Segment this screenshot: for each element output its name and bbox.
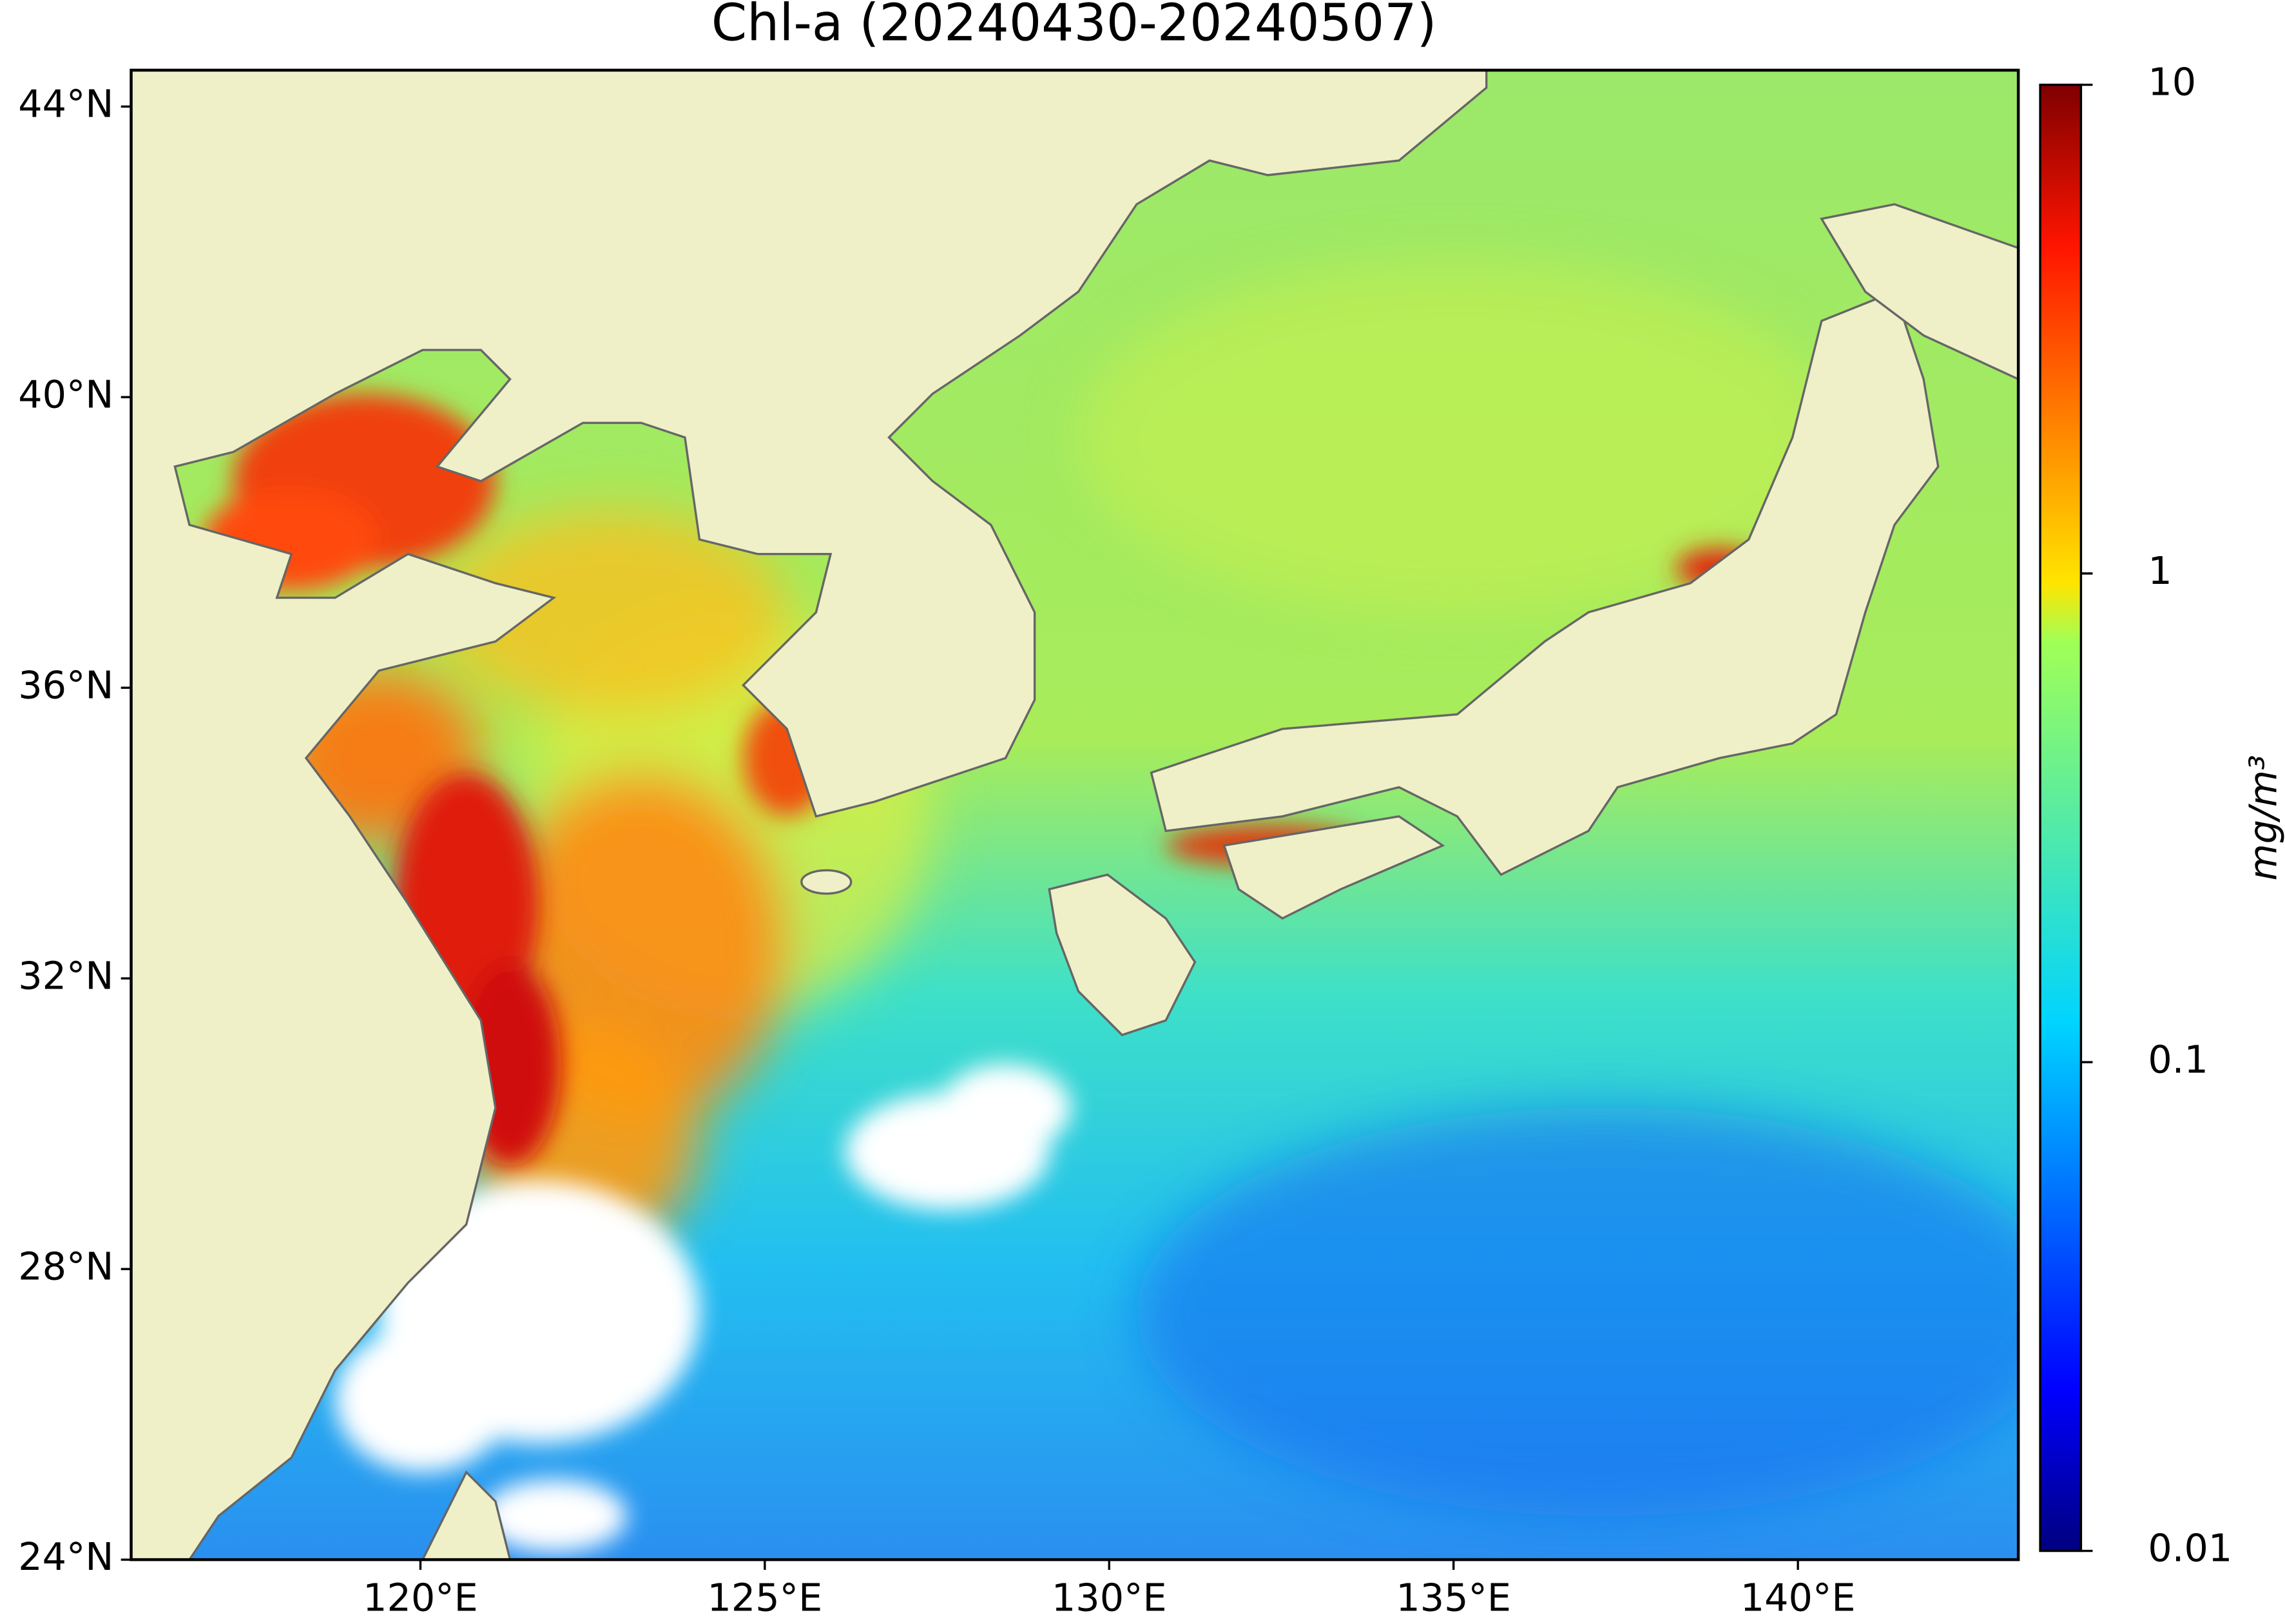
y-tick-label: 40°N (18, 372, 113, 416)
colorbar-tick-label: 1 (2148, 548, 2172, 593)
x-tick-label: 140°E (1740, 1576, 1856, 1620)
chart-title: Chl-a (20240430-20240507) (711, 0, 1437, 53)
map (131, 70, 2019, 1560)
colorbar-tick-label: 0.01 (2148, 1526, 2232, 1571)
x-tick-label: 120°E (363, 1576, 478, 1620)
y-tick-label: 32°N (18, 953, 113, 998)
y-tick-label: 44°N (18, 81, 113, 126)
clouds (335, 1064, 1072, 1552)
y-tick-label: 24°N (18, 1534, 113, 1579)
colorbar-label: mg/m³ (2241, 755, 2285, 880)
colorbar-tick-label: 0.1 (2148, 1037, 2208, 1081)
map-frame (130, 68, 2020, 1561)
y-tick-label: 28°N (18, 1244, 113, 1288)
colorbar (2039, 83, 2083, 1552)
x-tick-label: 130°E (1052, 1576, 1167, 1620)
x-tick-label: 135°E (1396, 1576, 1511, 1620)
y-tick-label: 36°N (18, 662, 113, 707)
land (131, 70, 2019, 1560)
x-tick-label: 125°E (707, 1576, 822, 1620)
colorbar-tick-label: 10 (2148, 60, 2196, 104)
